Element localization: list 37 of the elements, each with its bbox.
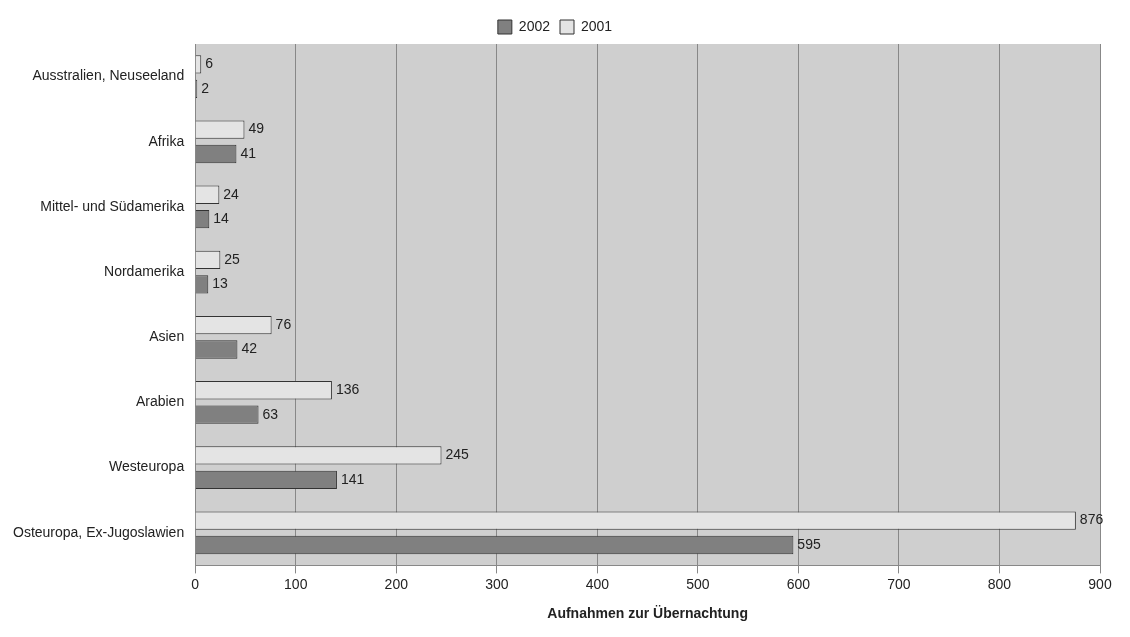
x-tick-label: 500 — [686, 575, 710, 592]
x-tick-label: 100 — [284, 575, 308, 592]
legend-label: 2001 — [581, 17, 613, 34]
data-label: 49 — [248, 120, 265, 137]
x-tick-label: 300 — [485, 575, 509, 592]
x-tick-label: 0 — [191, 575, 200, 592]
x-tick-label: 800 — [987, 575, 1012, 592]
x-tick-label: 700 — [887, 575, 911, 592]
y-tick-label: Mittel- und Südamerika — [40, 197, 185, 214]
data-label: 42 — [241, 340, 258, 357]
y-tick-label: Nordamerika — [104, 262, 185, 279]
y-tick-label: Asien — [149, 328, 185, 345]
y-tick-label: Afrika — [148, 132, 185, 149]
data-label: 595 — [797, 535, 821, 552]
data-label: 41 — [240, 144, 257, 161]
x-tick-label: 600 — [786, 575, 811, 592]
data-label: 14 — [213, 210, 230, 227]
data-label: 76 — [275, 315, 292, 332]
data-label: 245 — [445, 446, 470, 463]
x-tick-label: 400 — [585, 575, 610, 592]
data-label: 24 — [223, 185, 240, 202]
x-tick-label: 900 — [1088, 575, 1112, 592]
y-tick-label: Osteuropa, Ex-Jugoslawien — [13, 523, 185, 540]
data-label: 2 — [201, 79, 210, 96]
data-label: 13 — [212, 275, 229, 292]
data-label: 25 — [224, 250, 241, 267]
data-label: 136 — [335, 381, 360, 398]
data-label: 876 — [1079, 511, 1104, 528]
legend-label: 2002 — [518, 17, 551, 34]
data-label: 6 — [205, 55, 214, 72]
x-axis-title: Aufnahmen zur Übernachtung — [547, 605, 748, 622]
y-tick-label: Arabien — [135, 393, 185, 410]
x-tick-label: 200 — [384, 575, 409, 592]
data-label: 63 — [262, 405, 279, 422]
data-label: 141 — [340, 470, 365, 487]
y-tick-label: Ausstralien, Neuseeland — [32, 67, 185, 84]
y-tick-label: Westeuropa — [108, 458, 185, 475]
